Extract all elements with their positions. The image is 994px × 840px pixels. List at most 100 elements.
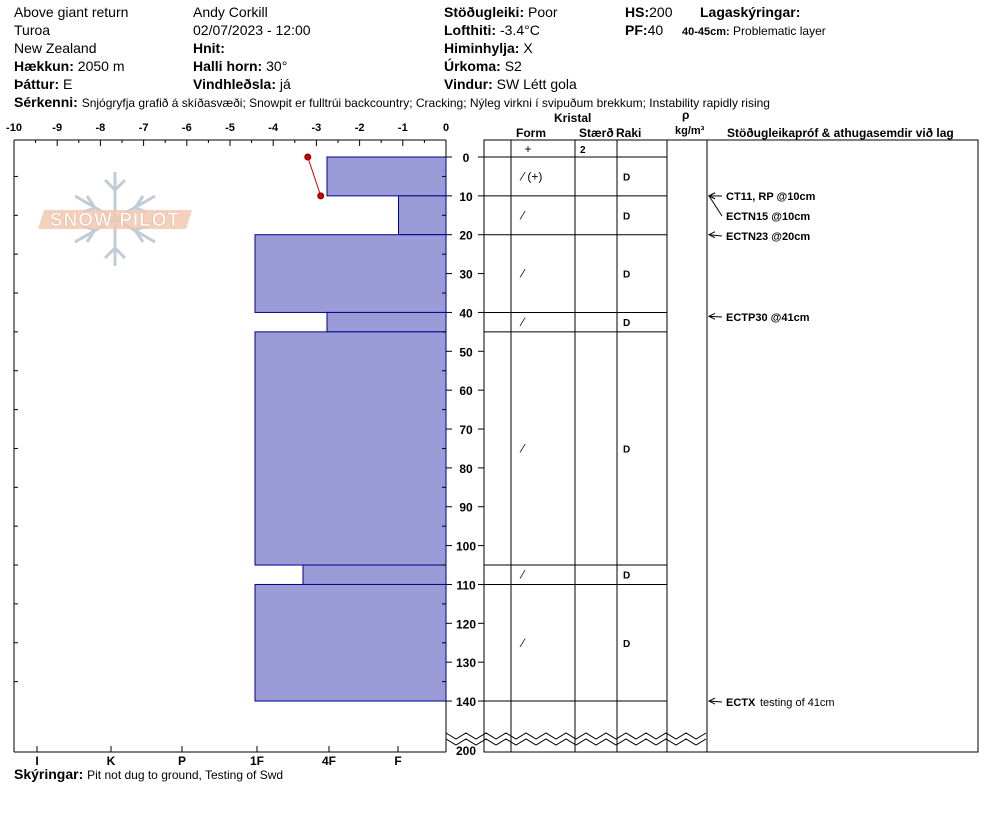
hardness-bar <box>326 156 447 197</box>
stability-test-label: ECTP30 @41cm <box>726 312 810 324</box>
surface-form-symbol: + <box>524 142 531 156</box>
test-arrow-head <box>707 312 716 320</box>
temp-tick-label: -2 <box>355 122 365 134</box>
temp-tick-label: -10 <box>6 122 22 134</box>
pf-value: 40 <box>647 22 664 38</box>
layer-form-symbol: ⁄ <box>519 315 526 329</box>
hardness-bar <box>254 331 447 566</box>
sky-label: Himinhylja: <box>444 40 520 56</box>
depth-tick-label: 90 <box>459 501 473 515</box>
test-arrow-head <box>707 231 716 239</box>
aspect-label: Þáttur: <box>14 76 60 92</box>
elevation: Hækkun: 2050 m <box>14 58 125 75</box>
wind: Vindur: SW Létt gola <box>444 76 577 93</box>
layer-moisture: D <box>623 211 630 222</box>
layer-table <box>483 139 979 753</box>
layer-moisture: D <box>623 639 630 650</box>
observer-name: Andy Corkill <box>193 4 268 20</box>
location-name: Above giant return <box>14 4 129 20</box>
hardness-bar <box>254 234 447 313</box>
depth-tick-label: 60 <box>459 384 473 398</box>
depth-tick-label: 80 <box>459 462 473 476</box>
temp-tick-label: -9 <box>52 122 62 134</box>
size-header: Stærð <box>579 126 614 140</box>
stability-tests-header: Stöðugleikapróf & athugasemdir við lag <box>727 126 954 140</box>
air-temp-value: -3.4°C <box>499 22 540 38</box>
stability-test-label: ECTN23 @20cm <box>726 231 810 243</box>
temp-point <box>304 153 312 161</box>
aspect-value: E <box>63 76 73 92</box>
rho-header: ρ <box>682 108 690 122</box>
wind-loading: Vindhleðsla: já <box>193 76 291 93</box>
temp-line <box>307 156 322 197</box>
depth-tick-label: 130 <box>456 656 476 670</box>
air-temp-label: Lofthiti: <box>444 22 497 38</box>
surface-size: 2 <box>580 145 586 156</box>
depth-tick-label: 40 <box>459 306 473 320</box>
precip: Úrkoma: S2 <box>444 58 522 75</box>
layer-note: 40-45cm: Problematic layer <box>682 23 826 41</box>
stability-value: Poor <box>528 4 558 20</box>
depth-break-marker <box>445 732 707 746</box>
layer-moisture: D <box>623 444 630 455</box>
aspect: Þáttur: E <box>14 76 72 93</box>
stability-label: Stöðugleiki: <box>444 4 525 20</box>
sky-value: X <box>523 40 533 56</box>
wind-value: SW Létt gola <box>496 76 577 92</box>
elevation-label: Hækkun: <box>14 58 74 74</box>
test-arrow <box>708 195 723 217</box>
hardness-bar <box>398 195 447 236</box>
form-header: Form <box>516 126 546 140</box>
notes: Skýringar: Pit not dug to ground, Testin… <box>14 766 283 784</box>
crystal-header: Kristal <box>554 111 592 125</box>
layer-moisture: D <box>623 318 630 329</box>
hardness-tick-label: K <box>107 754 116 768</box>
slope: Halli horn: 30° <box>193 58 287 75</box>
temperature-profile <box>304 153 325 200</box>
moisture-header: Raki <box>616 126 642 140</box>
air-temp: Lofthiti: -3.4°C <box>444 22 540 39</box>
temp-tick-label: -7 <box>139 122 149 134</box>
depth-tick-label: 50 <box>459 345 473 359</box>
test-arrow <box>708 234 723 237</box>
stability-test-annotations: CT11, RP @10cm ECTN15 @10cm ECTN23 @20cm EC… <box>707 191 835 709</box>
depth-tick-label: 0 <box>463 151 470 165</box>
layer-note-text: Problematic layer <box>733 24 826 38</box>
stability-test-label: ECTN15 @10cm <box>726 211 810 223</box>
layer-form-symbol: ⁄ <box>519 441 526 455</box>
coords-label: Hnit: <box>193 40 225 56</box>
density-unit-header: kg/m³ <box>675 125 705 137</box>
snowpilot-logo: SNOW PILOT <box>38 210 192 231</box>
depth-tick-label: 20 <box>459 229 473 243</box>
hardness-bar <box>254 583 447 702</box>
temp-point <box>317 192 325 200</box>
hardness-tick-label: P <box>178 754 186 768</box>
layer-rows: +2 ⁄ (+) D ⁄ D ⁄ D ⁄ D ⁄ D ⁄ D ⁄ D <box>484 142 667 702</box>
temp-tick-label: -6 <box>182 122 192 134</box>
temperature-axis: -10 -9 -8 -7 -6 -5 -4 -3 -2 -1 0 <box>6 122 449 146</box>
layer-note-range: 40-45cm: <box>682 26 730 38</box>
slope-label: Halli horn: <box>193 58 263 74</box>
test-arrow-head <box>707 697 716 705</box>
hardness-tick-label: 1F <box>250 754 264 768</box>
layer-form-symbol: ⁄ <box>519 267 526 281</box>
layer-form-symbol: ⁄ (+) <box>519 169 542 183</box>
test-arrow <box>708 700 723 703</box>
country-name: New Zealand <box>14 40 97 56</box>
snowpilot-logo-text: SNOW PILOT <box>50 210 180 231</box>
hardness-tick-label: F <box>394 754 401 768</box>
hardness-bar <box>326 311 447 333</box>
layer-form-symbol: ⁄ <box>519 636 526 650</box>
hs-value: 200 <box>649 4 673 20</box>
wind-label: Vindur: <box>444 76 493 92</box>
observation-datetime: 02/07/2023 - 12:00 <box>193 22 311 38</box>
stability: Stöðugleiki: Poor <box>444 4 558 21</box>
depth-tick-label: 70 <box>459 423 473 437</box>
temp-tick-label: -3 <box>312 122 322 134</box>
layer-moisture: D <box>623 172 630 183</box>
depth-tick-label: 110 <box>456 578 476 592</box>
temp-tick-label: -5 <box>225 122 235 134</box>
elevation-value: 2050 m <box>77 58 125 74</box>
layer-moisture: D <box>623 571 630 582</box>
depth-tick-label: 10 <box>459 190 473 204</box>
